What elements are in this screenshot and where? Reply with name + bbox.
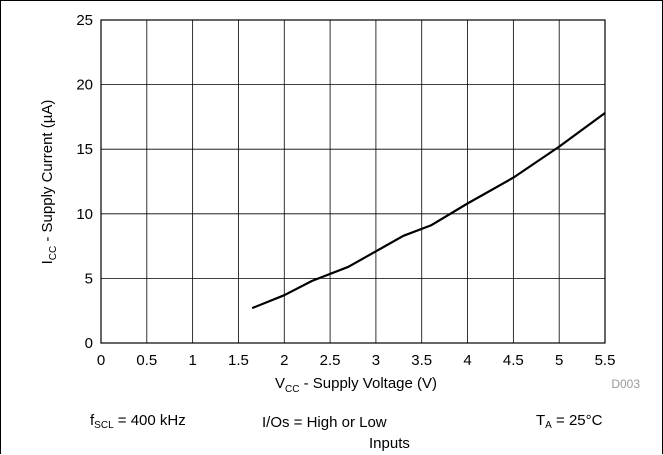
x-tick-label: 5.5: [595, 352, 616, 369]
x-tick-label: 3: [372, 352, 380, 369]
x-tick-labels: 0 0.5 1 1.5 2 2.5 3 3.5 4 4.5 5 5.5: [97, 352, 616, 369]
x-tick-label: 5: [555, 352, 563, 369]
y-tick-label: 0: [85, 335, 93, 352]
x-tick-label: 2: [280, 352, 288, 369]
series-group: [251, 112, 606, 310]
io-condition-line2: Inputs: [369, 435, 410, 452]
y-tick-label: 10: [76, 206, 93, 223]
figure-id: D003: [611, 377, 640, 391]
io-condition: I/Os = High or Low Inputs: [262, 412, 410, 454]
grid: [100, 19, 606, 344]
series-line: [251, 112, 606, 310]
x-tick-label: 4: [463, 352, 471, 369]
x-tick-label: 1: [188, 352, 196, 369]
x-axis-label: VCC - Supply Voltage (V): [275, 375, 437, 395]
x-tick-label: 4.5: [503, 352, 524, 369]
y-tick-label: 20: [76, 77, 93, 94]
plot-border: [100, 19, 606, 344]
y-tick-label: 5: [85, 270, 93, 287]
x-tick-label: 0: [97, 352, 105, 369]
x-tick-label: 2.5: [320, 352, 341, 369]
x-tick-label: 3.5: [411, 352, 432, 369]
x-tick-label: 1.5: [228, 352, 249, 369]
x-tick-label: 0.5: [136, 352, 157, 369]
y-tick-labels: 0 5 10 15 20 25: [76, 12, 93, 352]
io-condition-line1: I/Os = High or Low: [262, 414, 387, 431]
fscl-condition: fSCL = 400 kHz: [90, 412, 186, 431]
y-tick-label: 15: [76, 141, 93, 158]
ta-condition: TA = 25°C: [536, 412, 603, 431]
y-axis-label: ICC - Supply Current (µA): [39, 100, 59, 265]
y-tick-label: 25: [76, 12, 93, 29]
